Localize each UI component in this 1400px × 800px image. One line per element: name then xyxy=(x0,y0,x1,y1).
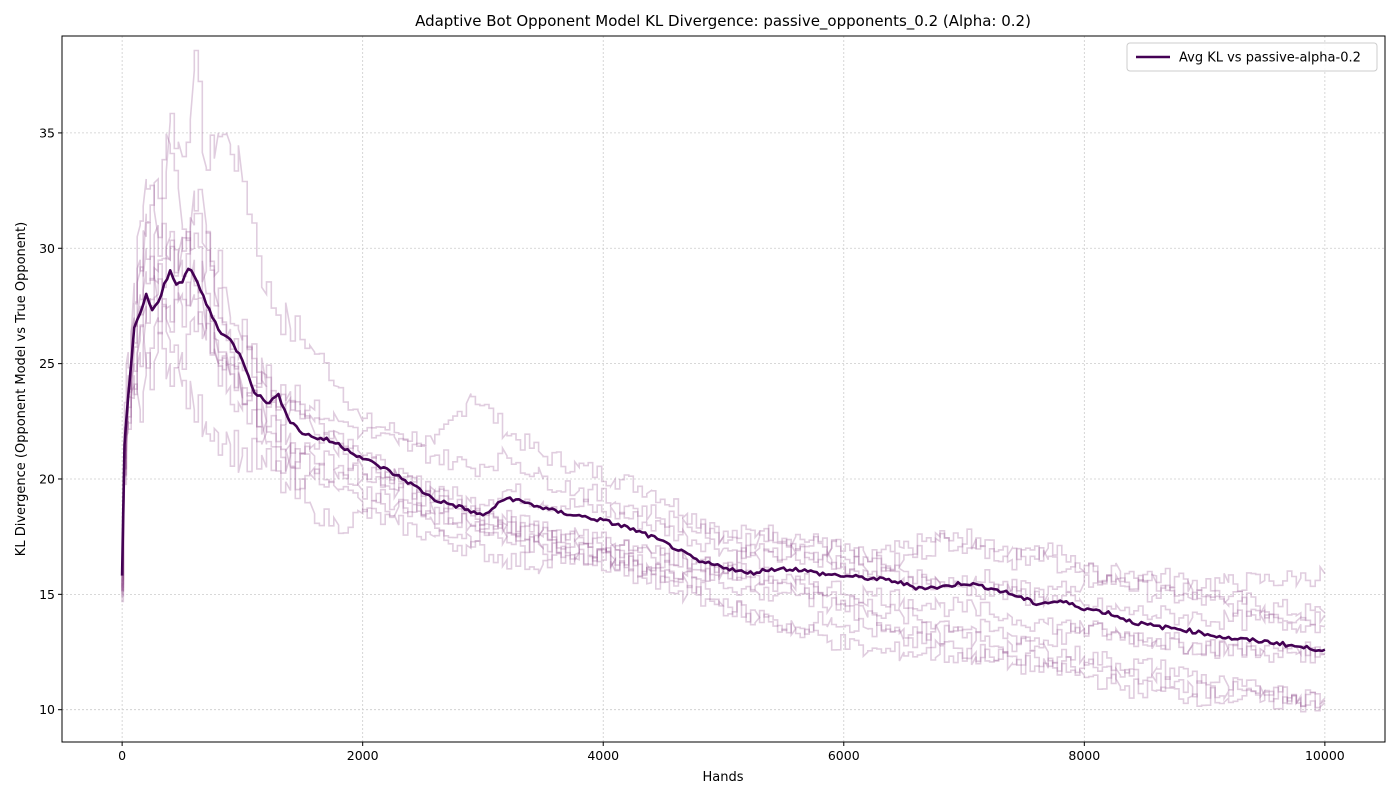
x-tick-label: 6000 xyxy=(828,748,860,763)
run-lines-layer xyxy=(121,49,1326,713)
run-line-9 xyxy=(121,231,1325,663)
x-tick-label: 10000 xyxy=(1305,748,1345,763)
y-tick-label: 35 xyxy=(39,125,55,140)
average-line-layer xyxy=(120,267,1326,653)
y-axis-ticks: 10 15 20 25 30 35 xyxy=(39,125,62,717)
y-axis-label: KL Divergence (Opponent Model vs True Op… xyxy=(14,222,29,556)
x-tick-label: 0 xyxy=(118,748,126,763)
run-line-7 xyxy=(121,133,1326,634)
x-tick-label: 4000 xyxy=(587,748,619,763)
run-line-6 xyxy=(121,188,1326,707)
average-kl-line xyxy=(120,267,1326,653)
y-tick-label: 10 xyxy=(39,702,55,717)
grid-layer xyxy=(62,36,1385,742)
plot-frame xyxy=(61,35,1386,743)
legend-label-average: Avg KL vs passive-alpha-0.2 xyxy=(1179,51,1361,66)
run-line-5 xyxy=(121,248,1326,664)
x-axis-ticks: 0 2000 4000 6000 8000 10000 xyxy=(118,742,1345,763)
run-line-3 xyxy=(121,305,1326,604)
y-tick-label: 30 xyxy=(39,241,55,256)
x-tick-label: 2000 xyxy=(347,748,379,763)
legend-box xyxy=(1126,42,1378,72)
run-line-1 xyxy=(121,49,1326,621)
y-tick-label: 20 xyxy=(39,471,55,486)
chart-title: Adaptive Bot Opponent Model KL Divergenc… xyxy=(415,12,1031,31)
run-line-4 xyxy=(121,331,1326,709)
legend: Avg KL vs passive-alpha-0.2 xyxy=(1126,42,1378,72)
x-axis-label: Hands xyxy=(702,770,743,785)
y-tick-label: 25 xyxy=(39,356,55,371)
run-line-2 xyxy=(121,212,1326,626)
y-tick-label: 15 xyxy=(39,587,55,602)
run-line-8 xyxy=(121,222,1326,713)
x-tick-label: 8000 xyxy=(1068,748,1100,763)
